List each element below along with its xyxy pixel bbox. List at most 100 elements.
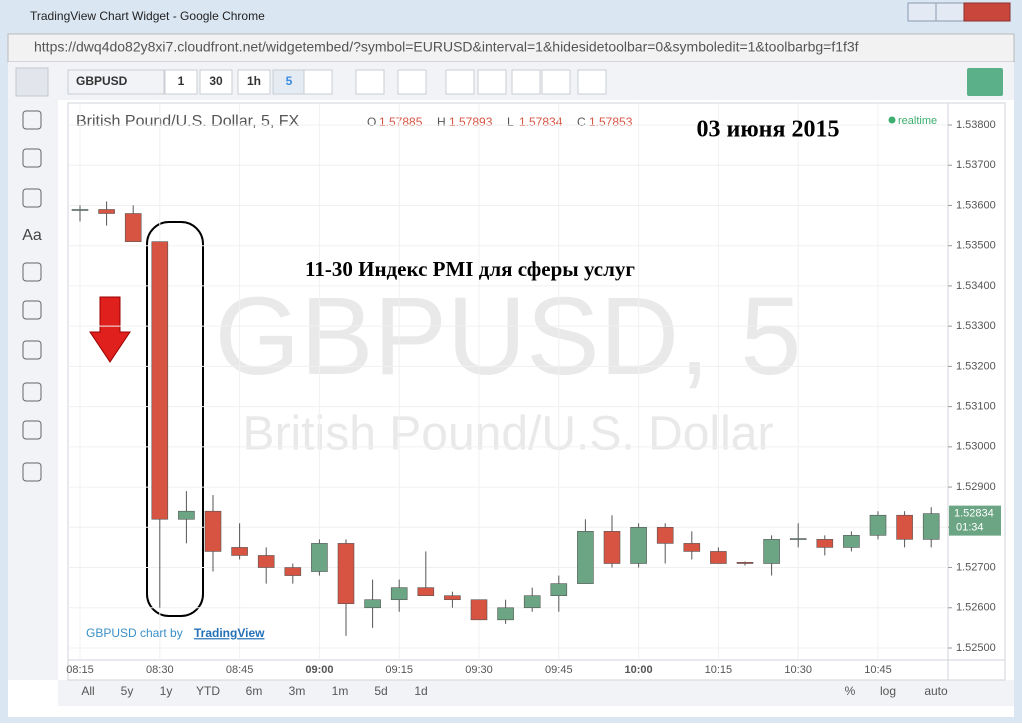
last-price-label: 1.52834 (954, 508, 994, 520)
sidebar-tool[interactable] (22, 420, 42, 440)
sidebar-tool[interactable] (22, 262, 42, 282)
interval-button[interactable] (199, 69, 233, 95)
range-button[interactable]: All (81, 684, 94, 698)
scale-option[interactable]: log (880, 684, 896, 698)
range-button[interactable]: 1m (332, 684, 349, 698)
last-price-box (949, 505, 1001, 536)
x-tick-label: 09:30 (465, 664, 493, 676)
candle-body (178, 510, 195, 520)
candle-body (816, 539, 834, 548)
candle-body (151, 241, 169, 520)
candle-body (284, 567, 302, 576)
y-tick-label: 1.52500 (956, 642, 996, 654)
ohlc-value: 1.57885 (379, 115, 423, 129)
snapshot-button[interactable] (967, 68, 1003, 96)
toolbar-button[interactable] (577, 69, 607, 95)
y-tick-label: 1.52900 (956, 481, 996, 493)
interval-label: 5 (286, 74, 293, 88)
candle-body (869, 514, 887, 536)
candle-body (789, 538, 807, 540)
chart-frame (67, 102, 1006, 681)
candle-body (736, 562, 754, 564)
x-tick-label: 08:15 (66, 664, 94, 676)
realtime-label: realtime (898, 115, 937, 127)
toolbar-button[interactable] (355, 69, 385, 95)
symbol-input: GBPUSD (76, 74, 128, 88)
symbol-description: British Pound/U.S. Dollar, 5, FX (76, 113, 300, 130)
y-tick-label: 1.53300 (956, 320, 996, 332)
sidebar-tool[interactable] (22, 382, 42, 402)
realtime-dot (888, 116, 896, 124)
sidebar-tool[interactable] (22, 340, 42, 360)
y-tick-label: 1.53700 (956, 159, 996, 171)
toolbar-button[interactable] (303, 69, 333, 95)
y-tick-label: 1.53800 (956, 119, 996, 131)
interval-button[interactable] (237, 69, 271, 95)
range-button[interactable]: YTD (196, 684, 220, 698)
candle-body (124, 213, 142, 242)
window-controls (907, 2, 1011, 22)
ohlc-value: 1.57853 (589, 115, 633, 129)
interval-button[interactable] (272, 69, 306, 95)
sidebar-tool[interactable] (22, 188, 42, 208)
y-tick-label: 1.53100 (956, 401, 996, 413)
sidebar-tool[interactable] (22, 300, 42, 320)
interval-label: 1h (247, 74, 261, 88)
countdown-label: 01:34 (956, 522, 984, 534)
x-tick-label: 09:00 (305, 664, 333, 676)
address-bar (7, 33, 1015, 63)
minimize-button[interactable] (907, 2, 937, 22)
scale-option[interactable]: auto (924, 684, 948, 698)
crosshair-tool[interactable] (15, 67, 49, 97)
sidebar-tool[interactable] (22, 110, 42, 130)
range-button[interactable]: 1y (160, 684, 173, 698)
y-tick-label: 1.53500 (956, 240, 996, 252)
range-button[interactable]: 3m (289, 684, 306, 698)
toolbar-button[interactable] (445, 69, 475, 95)
bottom-bar (58, 680, 1014, 706)
interval-label: 30 (209, 74, 223, 88)
url: https://dwq4do82y8xi7.cloudfront.net/wid… (34, 39, 859, 55)
candle-body (683, 543, 701, 552)
symbol-box (67, 69, 165, 95)
x-tick-label: 10:45 (864, 664, 892, 676)
sidebar-tool[interactable] (22, 148, 42, 168)
candle-body (444, 595, 461, 601)
credit-link[interactable]: TradingView (194, 626, 265, 640)
range-button[interactable]: 6m (246, 684, 263, 698)
candle-body (204, 510, 222, 552)
ohlc-key: O (367, 115, 376, 129)
candle-body (763, 539, 780, 564)
range-button[interactable]: 5y (121, 684, 134, 698)
candle-body (364, 599, 381, 609)
close-button[interactable] (963, 2, 1011, 22)
text-tool: Aa (22, 227, 42, 244)
y-tick-label: 1.52700 (956, 561, 996, 573)
candle-body (417, 587, 435, 596)
maximize-button[interactable] (935, 2, 965, 22)
sidebar-tool[interactable] (22, 462, 42, 482)
y-tick-label: 1.53600 (956, 199, 996, 211)
x-tick-label: 10:00 (625, 664, 653, 676)
candle-body (311, 543, 328, 572)
candle-body (656, 526, 674, 544)
interval-label: 1 (178, 74, 185, 88)
range-button[interactable]: 1d (414, 684, 427, 698)
toolbar-button[interactable] (511, 69, 541, 95)
candle-body (550, 583, 568, 596)
toolbar-button[interactable] (477, 69, 507, 95)
candle-body (710, 551, 727, 564)
toolbar-button[interactable] (541, 69, 571, 95)
y-tick-label: 1.53400 (956, 280, 996, 292)
ohlc-value: 1.57834 (519, 115, 563, 129)
candle-body (337, 543, 355, 605)
range-button[interactable]: 5d (374, 684, 387, 698)
candle-body (843, 535, 860, 548)
watermark-description: British Pound/U.S. Dollar (243, 408, 774, 461)
scale-option[interactable]: % (845, 684, 856, 698)
x-tick-label: 09:15 (385, 664, 413, 676)
interval-button[interactable] (164, 69, 198, 95)
toolbar-button[interactable] (397, 69, 427, 95)
